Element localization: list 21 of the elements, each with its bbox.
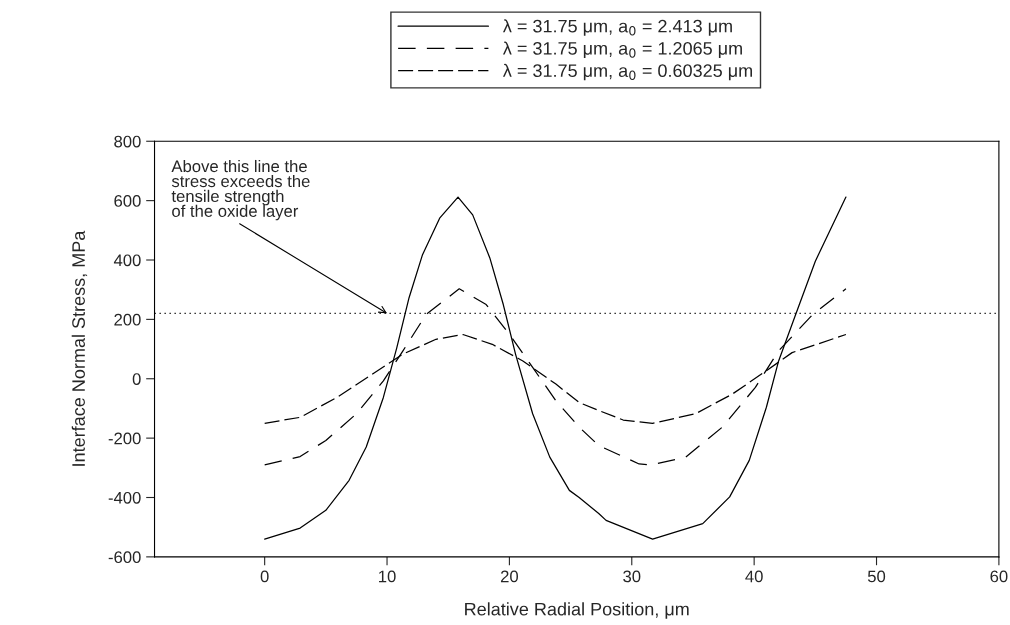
legend-label: λ = 31.75 μm, a$_{0}$ = 0.60325 μm (502, 63, 752, 81)
y-tick-label: 200 (114, 313, 141, 326)
y-tick-label: 0 (132, 373, 141, 385)
y-tick-label: -400 (108, 491, 141, 504)
y-axis-title: Interface Normal Stress, MPa (71, 230, 88, 466)
y-tick-label: -200 (108, 432, 141, 445)
y-tick-label: 800 (114, 135, 141, 148)
x-tick-label: 0 (260, 570, 269, 583)
x-tick-label: 30 (623, 570, 641, 583)
y-tick-label: 600 (114, 195, 141, 207)
legend-label: λ = 31.75 μm, a$_{0}$ = 2.413 μm (502, 19, 732, 36)
x-tick-label: 50 (867, 570, 886, 583)
x-tick-label: 40 (745, 570, 763, 583)
legend-label: λ = 31.75 μm, a$_{0}$ = 1.2065 μm (502, 41, 742, 59)
y-tick-label: 400 (113, 254, 141, 267)
y-tick-label: -600 (108, 551, 141, 564)
x-axis-title: Relative Radial Position, μm (465, 602, 689, 619)
annotation: Above this line the stress exceeds the tensile strength of the oxide layer (171, 159, 310, 221)
x-tick-label: 20 (500, 570, 519, 583)
x-tick-label: 10 (379, 570, 396, 583)
x-tick-label: 60 (990, 570, 1008, 583)
